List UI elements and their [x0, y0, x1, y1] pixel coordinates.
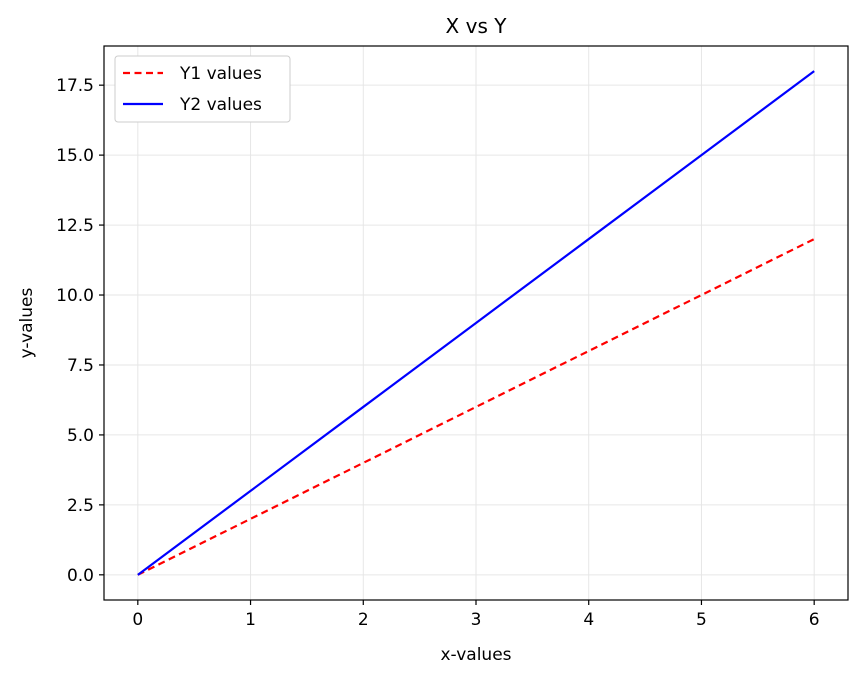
- legend-label-y2: Y2 values: [179, 95, 262, 115]
- y-tick-label: 0.0: [67, 566, 94, 586]
- x-tick-label: 4: [583, 610, 594, 630]
- x-tick-label: 3: [471, 610, 482, 630]
- y-tick-label: 7.5: [67, 356, 94, 376]
- series-layer: [137, 70, 815, 576]
- x-tick-label: 0: [132, 610, 143, 630]
- x-axis-label: x-values: [440, 645, 511, 665]
- y-tick-label: 5.0: [67, 426, 94, 446]
- x-tick-label: 1: [245, 610, 256, 630]
- legend: Y1 values Y2 values: [114, 55, 291, 123]
- y-axis-ticks: 0.0 2.5 5.0 7.5 10.0 12.5 15.0 17.5: [56, 76, 104, 586]
- y-axis-label: y-values: [17, 287, 37, 358]
- series-line-y2: [137, 70, 815, 576]
- y-tick-label: 10.0: [56, 286, 94, 306]
- legend-label-y1: Y1 values: [179, 64, 262, 84]
- chart-title: X vs Y: [446, 14, 508, 38]
- y-tick-label: 17.5: [56, 76, 94, 96]
- y-tick-label: 15.0: [56, 146, 94, 166]
- x-tick-label: 2: [358, 610, 369, 630]
- x-axis-ticks: 0 1 2 3 4 5 6: [132, 600, 820, 630]
- y-tick-label: 12.5: [56, 216, 94, 236]
- x-tick-label: 5: [696, 610, 707, 630]
- grid: [104, 46, 848, 600]
- x-tick-label: 6: [809, 610, 820, 630]
- y-tick-label: 2.5: [67, 496, 94, 516]
